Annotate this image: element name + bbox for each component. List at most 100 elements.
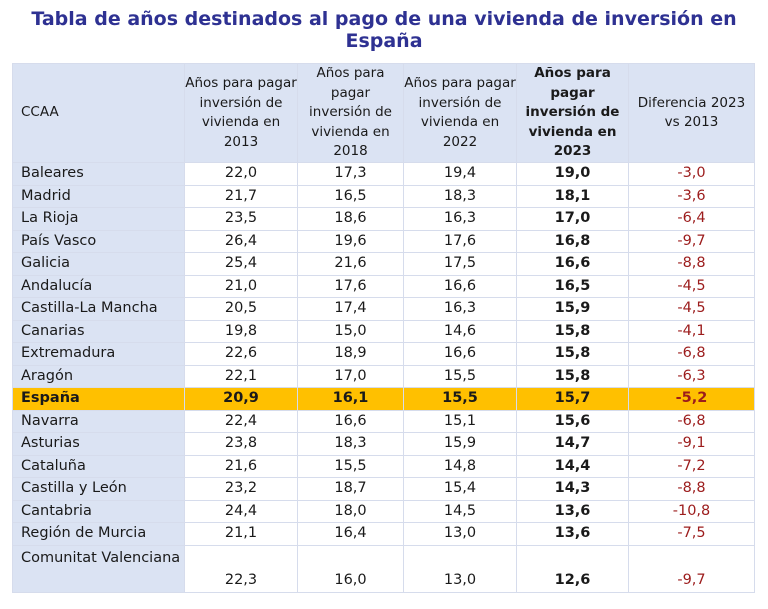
cell-difference: -9,7 <box>628 544 755 593</box>
cell-2023: 13,6 <box>516 522 629 546</box>
table-row: Castilla-La Mancha 20,5 17,4 16,3 15,9 -4,5 <box>12 297 755 321</box>
cell-2013: 23,5 <box>184 207 298 231</box>
cell-2022: 13,0 <box>403 544 517 593</box>
cell-ccaa: Andalucía <box>12 274 185 298</box>
cell-ccaa: La Rioja <box>12 207 185 231</box>
table-row: Andalucía 21,0 17,6 16,6 16,5 -4,5 <box>12 274 755 298</box>
table-row: Castilla y León 23,2 18,7 15,4 14,3 -8,8 <box>12 477 755 501</box>
cell-2018: 18,0 <box>297 499 404 523</box>
cell-2013: 22,4 <box>184 409 298 433</box>
cell-2018: 16,6 <box>297 409 404 433</box>
column-header-difference: Diferencia 2023 vs 2013 <box>628 63 755 163</box>
cell-2022: 15,1 <box>403 409 517 433</box>
cell-2022: 16,3 <box>403 207 517 231</box>
cell-difference: -7,5 <box>628 522 755 546</box>
cell-difference: -4,5 <box>628 274 755 298</box>
cell-2018: 18,6 <box>297 207 404 231</box>
cell-2013: 22,3 <box>184 544 298 593</box>
cell-2022: 16,6 <box>403 342 517 366</box>
cell-difference: -4,5 <box>628 297 755 321</box>
cell-2013: 22,6 <box>184 342 298 366</box>
cell-difference: -9,7 <box>628 229 755 253</box>
column-header-ccaa: CCAA <box>12 63 185 163</box>
table-row: Región de Murcia 21,1 16,4 13,0 13,6 -7,5 <box>12 522 755 546</box>
header-row: CCAA Años para pagar inversión de vivien… <box>12 63 755 163</box>
cell-2023: 14,3 <box>516 477 629 501</box>
cell-2018: 17,6 <box>297 274 404 298</box>
table-row: Baleares 22,0 17,3 19,4 19,0 -3,0 <box>12 162 755 186</box>
cell-2013: 25,4 <box>184 252 298 276</box>
cell-2018: 15,5 <box>297 454 404 478</box>
cell-ccaa: Cantabria <box>12 499 185 523</box>
cell-2022: 13,0 <box>403 522 517 546</box>
cell-ccaa: Comunitat Valenciana <box>12 544 185 593</box>
cell-2022: 15,5 <box>403 387 517 411</box>
table-row: La Rioja 23,5 18,6 16,3 17,0 -6,4 <box>12 207 755 231</box>
cell-ccaa: Región de Murcia <box>12 522 185 546</box>
cell-ccaa: País Vasco <box>12 229 185 253</box>
cell-2023: 15,6 <box>516 409 629 433</box>
cell-difference: -6,8 <box>628 342 755 366</box>
cell-2013: 22,1 <box>184 364 298 388</box>
cell-2022: 16,3 <box>403 297 517 321</box>
cell-2022: 14,8 <box>403 454 517 478</box>
cell-2023: 14,4 <box>516 454 629 478</box>
column-header-2018: Años para pagar inversión de vivienda en… <box>297 63 404 163</box>
cell-ccaa: Navarra <box>12 409 185 433</box>
cell-difference: -5,2 <box>628 387 755 411</box>
cell-difference: -3,6 <box>628 184 755 208</box>
data-table: CCAA Años para pagar inversión de vivien… <box>12 63 755 593</box>
cell-2023: 18,1 <box>516 184 629 208</box>
cell-ccaa: Galicia <box>12 252 185 276</box>
cell-2022: 16,6 <box>403 274 517 298</box>
cell-2018: 18,9 <box>297 342 404 366</box>
cell-difference: -3,0 <box>628 162 755 186</box>
cell-difference: -10,8 <box>628 499 755 523</box>
cell-2018: 17,3 <box>297 162 404 186</box>
cell-2018: 21,6 <box>297 252 404 276</box>
cell-2013: 26,4 <box>184 229 298 253</box>
cell-2023: 12,6 <box>516 544 629 593</box>
cell-2018: 17,4 <box>297 297 404 321</box>
cell-2013: 22,0 <box>184 162 298 186</box>
cell-2023: 16,6 <box>516 252 629 276</box>
table-row: Canarias 19,8 15,0 14,6 15,8 -4,1 <box>12 319 755 343</box>
column-header-2023: Años para pagar inversión de vivienda en… <box>516 63 629 163</box>
cell-2022: 19,4 <box>403 162 517 186</box>
cell-2013: 20,9 <box>184 387 298 411</box>
cell-2023: 15,8 <box>516 319 629 343</box>
cell-ccaa: Asturias <box>12 432 185 456</box>
table-row-highlighted: España 20,9 16,1 15,5 15,7 -5,2 <box>12 387 755 411</box>
table-row: País Vasco 26,4 19,6 17,6 16,8 -9,7 <box>12 229 755 253</box>
cell-ccaa: Aragón <box>12 364 185 388</box>
cell-2022: 15,5 <box>403 364 517 388</box>
table-row: Aragón 22,1 17,0 15,5 15,8 -6,3 <box>12 364 755 388</box>
cell-difference: -4,1 <box>628 319 755 343</box>
cell-difference: -9,1 <box>628 432 755 456</box>
cell-2022: 17,6 <box>403 229 517 253</box>
cell-2013: 19,8 <box>184 319 298 343</box>
cell-2013: 24,4 <box>184 499 298 523</box>
cell-ccaa: Canarias <box>12 319 185 343</box>
cell-2023: 17,0 <box>516 207 629 231</box>
cell-ccaa: Cataluña <box>12 454 185 478</box>
cell-2022: 18,3 <box>403 184 517 208</box>
cell-2013: 21,6 <box>184 454 298 478</box>
cell-difference: -6,3 <box>628 364 755 388</box>
cell-2022: 17,5 <box>403 252 517 276</box>
cell-ccaa: España <box>12 387 185 411</box>
cell-2023: 14,7 <box>516 432 629 456</box>
table-title: Tabla de años destinados al pago de una … <box>31 8 737 52</box>
cell-2013: 21,1 <box>184 522 298 546</box>
table-row: Madrid 21,7 16,5 18,3 18,1 -3,6 <box>12 184 755 208</box>
cell-difference: -6,4 <box>628 207 755 231</box>
cell-2022: 14,5 <box>403 499 517 523</box>
cell-ccaa: Madrid <box>12 184 185 208</box>
table-row: Cataluña 21,6 15,5 14,8 14,4 -7,2 <box>12 454 755 478</box>
cell-2018: 16,5 <box>297 184 404 208</box>
cell-ccaa: Baleares <box>12 162 185 186</box>
column-header-2022: Años para pagar inversión de vivienda en… <box>403 63 517 163</box>
cell-2013: 23,2 <box>184 477 298 501</box>
cell-difference: -7,2 <box>628 454 755 478</box>
cell-2018: 16,0 <box>297 544 404 593</box>
